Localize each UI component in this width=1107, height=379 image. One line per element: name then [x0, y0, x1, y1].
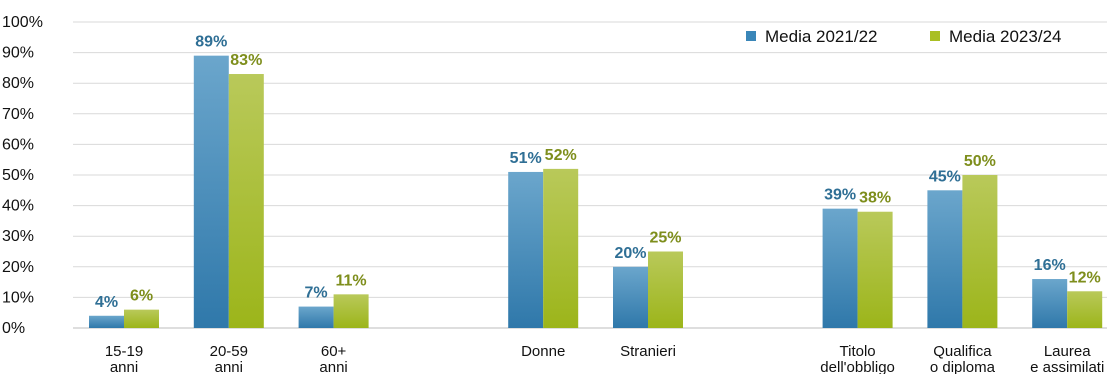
data-label: 16%	[1034, 257, 1066, 274]
y-tick-label: 70%	[2, 106, 34, 123]
bar	[1032, 279, 1068, 328]
y-tick-label: 30%	[2, 228, 34, 245]
bar	[648, 251, 683, 328]
data-label: 11%	[336, 272, 367, 289]
y-tick-label: 100%	[2, 14, 43, 31]
bar	[613, 266, 648, 328]
data-label: 89%	[195, 34, 227, 51]
bar	[228, 74, 264, 329]
data-label: 52%	[545, 147, 577, 164]
data-label: 7%	[305, 285, 328, 302]
bar	[193, 55, 229, 328]
data-labels: 4% 89% 7% 51% 20% 39% 45% 16% 6% 83% 11% 52% 25% 38% 5…	[95, 34, 1101, 311]
bar	[1067, 291, 1103, 328]
data-label: 20%	[614, 245, 646, 262]
x-tick-label: Titolo	[840, 343, 876, 360]
y-tick-label: 50%	[2, 167, 34, 184]
data-label: 45%	[929, 168, 961, 185]
bar	[298, 306, 334, 328]
bars	[89, 55, 1103, 329]
x-tick-label: 60+	[321, 343, 347, 360]
y-tick-label: 40%	[2, 198, 34, 215]
bar	[822, 208, 858, 328]
bar	[927, 190, 963, 328]
data-label: 38%	[859, 190, 891, 207]
x-tick-label: Stranieri	[620, 343, 676, 360]
x-tick-label: anni	[215, 359, 243, 374]
bar	[962, 175, 998, 328]
data-label: 4%	[95, 294, 118, 311]
bar	[89, 315, 124, 328]
x-tick-label: anni	[110, 359, 138, 374]
bar	[857, 211, 893, 328]
x-tick-label: e assimilati	[1030, 359, 1104, 374]
y-tick-label: 20%	[2, 259, 34, 276]
legend-label: Media 2023/24	[949, 27, 1061, 46]
y-tick-label: 0%	[2, 320, 25, 337]
legend-swatch	[930, 31, 940, 41]
y-tick-label: 60%	[2, 136, 34, 153]
data-label: 6%	[130, 288, 153, 305]
x-tick-label: Laurea	[1044, 343, 1091, 360]
data-label: 25%	[649, 230, 681, 247]
x-tick-label: dell'obbligo	[820, 359, 895, 374]
legend-label: Media 2021/22	[765, 27, 877, 46]
y-tick-label: 10%	[2, 289, 34, 306]
y-axis-ticks: 0% 10% 20% 30% 40% 50% 60% 70% 80% 90% 100%	[2, 14, 43, 337]
y-tick-label: 80%	[2, 75, 34, 92]
bar	[508, 171, 544, 328]
x-tick-label: o diploma	[930, 359, 996, 374]
x-tick-label: anni	[319, 359, 347, 374]
data-label: 12%	[1069, 269, 1101, 286]
x-tick-label: Qualifica	[933, 343, 992, 360]
bar	[543, 168, 579, 328]
data-label: 83%	[230, 52, 262, 69]
data-label: 50%	[964, 153, 996, 170]
data-label: 39%	[824, 187, 856, 204]
x-tick-label: 20-59	[210, 343, 248, 360]
data-label: 51%	[510, 150, 542, 167]
legend: Media 2021/22 Media 2023/24	[746, 27, 1061, 46]
bar	[124, 309, 159, 328]
y-tick-label: 90%	[2, 45, 34, 62]
bar	[333, 294, 369, 328]
x-tick-label: Donne	[521, 343, 565, 360]
legend-swatch	[746, 31, 756, 41]
x-tick-label: 15-19	[105, 343, 143, 360]
